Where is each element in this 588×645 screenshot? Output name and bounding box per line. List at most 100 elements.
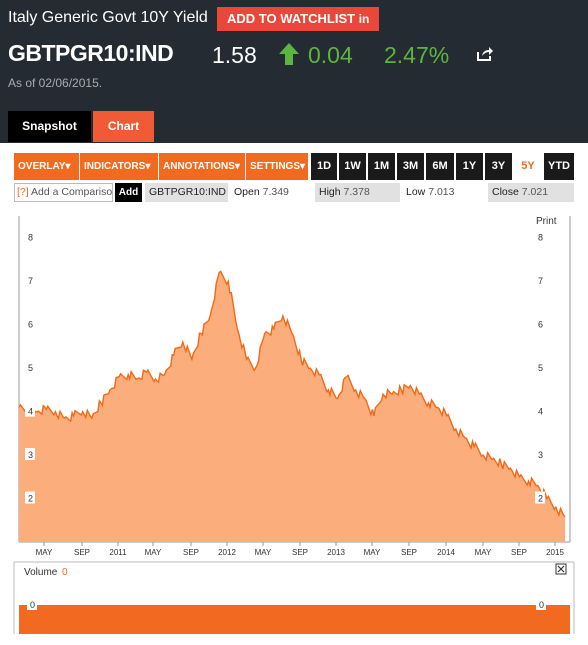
y-tick-label-right: 8 bbox=[538, 233, 543, 243]
x-tick-label: MAY bbox=[475, 548, 492, 557]
annotations-label: ANNOTATIONS bbox=[163, 161, 235, 172]
y-tick-label-left: 4 bbox=[28, 407, 33, 417]
overlay-caret-icon: ▾ bbox=[65, 161, 71, 172]
y-tick-label-right-bg bbox=[535, 491, 545, 504]
y-tick-label-left: 3 bbox=[28, 450, 33, 460]
watchlist-label: ADD TO WATCHLIST bbox=[227, 11, 356, 26]
period-1m[interactable]: 1M bbox=[368, 153, 395, 180]
quote-header: Italy Generic Govt 10Y Yield ADD TO WATC… bbox=[0, 0, 588, 143]
watchlist-badge: in bbox=[358, 12, 370, 26]
y-tick-label-right: 5 bbox=[538, 363, 543, 373]
settings-caret-icon: ▾ bbox=[300, 161, 306, 172]
y-tick-label-left: 2 bbox=[28, 494, 33, 504]
period-3m[interactable]: 3M bbox=[397, 153, 424, 180]
period-1d[interactable]: 1D bbox=[311, 153, 337, 180]
close-value: 7.021 bbox=[521, 186, 549, 198]
period-3y[interactable]: 3Y bbox=[485, 153, 512, 180]
y-tick-label-left: 7 bbox=[28, 276, 33, 286]
tab-snapshot[interactable]: Snapshot bbox=[8, 111, 91, 142]
y-tick-label-left-bg bbox=[25, 274, 35, 287]
y-tick-label-left-bg bbox=[25, 491, 35, 504]
up-arrow-icon bbox=[279, 43, 299, 65]
y-tick-label-right: 3 bbox=[538, 450, 543, 460]
y-tick-label-right: 6 bbox=[538, 320, 543, 330]
y-tick-label-right: 4 bbox=[538, 407, 543, 417]
yield-chart: 2 2 3 3 4 4 5 5 6 6 7 7 8 8 MAY SEP 2011 MAY SEP 2012 MAY SE… bbox=[13, 216, 575, 634]
overlay-menu[interactable]: OVERLAY▾ bbox=[14, 153, 79, 180]
indicators-menu[interactable]: INDICATORS▾ bbox=[80, 153, 158, 180]
x-tick-label: 2015 bbox=[546, 548, 564, 557]
add-to-watchlist-button[interactable]: ADD TO WATCHLIST in bbox=[217, 7, 380, 31]
period-6m[interactable]: 6M bbox=[426, 153, 454, 180]
x-tick-label: SEP bbox=[511, 548, 527, 557]
settings-label: SETTINGS bbox=[250, 161, 301, 172]
y-tick-layer: 2 2 3 3 4 4 5 5 6 6 7 7 8 8 bbox=[25, 230, 545, 504]
indicators-label: INDICATORS bbox=[84, 161, 146, 172]
chart-toolbar: OVERLAY▾ INDICATORS▾ ANNOTATIONS▾ SETTIN… bbox=[14, 153, 574, 180]
volume-tick-right-bg bbox=[536, 598, 546, 610]
y-tick-label-right: 2 bbox=[538, 494, 543, 504]
add-comparison-button[interactable]: Add bbox=[115, 183, 142, 202]
comparison-input[interactable]: [?] Add a Comparison bbox=[14, 183, 113, 202]
volume-tick-left: 0 bbox=[30, 600, 35, 610]
x-tick-label: MAY bbox=[36, 548, 53, 557]
close-cell: Close 7.021 bbox=[488, 183, 574, 202]
comparison-placeholder: Add a Comparison bbox=[31, 186, 113, 198]
symbol-cell: GBTPGR10:IND bbox=[145, 183, 228, 202]
x-tick-label: SEP bbox=[401, 548, 417, 557]
x-tick-label: 2014 bbox=[437, 548, 455, 557]
annotations-caret-icon: ▾ bbox=[234, 161, 240, 172]
y-tick-label-left-bg bbox=[25, 404, 35, 417]
y-tick-label-right-bg bbox=[535, 448, 545, 461]
volume-panel: Volume 0 0 0 bbox=[19, 563, 570, 634]
x-tick-label: SEP bbox=[183, 548, 199, 557]
y-tick-label-right-bg bbox=[535, 274, 545, 287]
y-tick-label-left: 6 bbox=[28, 320, 33, 330]
open-cell: Open 7.349 bbox=[230, 183, 312, 202]
help-icon[interactable]: [?] bbox=[17, 186, 29, 198]
low-label: Low bbox=[406, 186, 426, 198]
y-tick-label-left-bg bbox=[25, 230, 35, 243]
low-value: 7.013 bbox=[428, 186, 455, 198]
volume-value: 0 bbox=[62, 567, 68, 578]
percent-change: 2.47% bbox=[384, 42, 450, 68]
y-tick-label-left: 8 bbox=[28, 233, 33, 243]
area-layer bbox=[18, 270, 566, 542]
volume-tick-left-bg bbox=[27, 598, 37, 610]
y-tick-label-left: 5 bbox=[28, 363, 33, 373]
ticker-symbol: GBTPGR10:IND bbox=[8, 40, 174, 66]
last-price: 1.58 bbox=[212, 42, 257, 68]
annotations-menu[interactable]: ANNOTATIONS▾ bbox=[159, 153, 245, 180]
open-label: Open bbox=[234, 186, 260, 198]
yield-area bbox=[19, 271, 565, 542]
comparison-bar: [?] Add a Comparison Add GBTPGR10:IND Op… bbox=[14, 183, 574, 203]
x-tick-label: 2011 bbox=[109, 548, 127, 557]
share-icon[interactable] bbox=[476, 46, 494, 62]
period-ytd[interactable]: YTD bbox=[544, 153, 574, 180]
x-tick-label: SEP bbox=[74, 548, 90, 557]
settings-menu[interactable]: SETTINGS▾ bbox=[246, 153, 308, 180]
y-tick-label-right-bg bbox=[535, 361, 545, 374]
close-icon[interactable] bbox=[555, 563, 567, 575]
y-tick-label-right-bg bbox=[535, 230, 545, 243]
y-tick-label-right-bg bbox=[535, 404, 545, 417]
open-value: 7.349 bbox=[262, 186, 289, 198]
period-1w[interactable]: 1W bbox=[339, 153, 366, 180]
tab-chart[interactable]: Chart bbox=[93, 111, 154, 142]
y-tick-label-left-bg bbox=[25, 317, 35, 330]
high-label: High bbox=[319, 186, 341, 198]
low-cell: Low 7.013 bbox=[402, 183, 487, 202]
x-tick-label: 2012 bbox=[218, 548, 236, 557]
yield-line bbox=[18, 270, 566, 518]
indicators-caret-icon: ▾ bbox=[145, 161, 151, 172]
print-link[interactable]: Print bbox=[536, 216, 557, 227]
volume-label: Volume bbox=[24, 567, 58, 578]
x-tick-label: MAY bbox=[364, 548, 381, 557]
y-tick-label-left-bg bbox=[25, 361, 35, 374]
close-label: Close bbox=[492, 186, 519, 198]
period-1y[interactable]: 1Y bbox=[456, 153, 483, 180]
price-change: 0.04 bbox=[308, 42, 353, 68]
y-tick-label-right: 7 bbox=[538, 276, 543, 286]
security-title: Italy Generic Govt 10Y Yield bbox=[8, 9, 208, 26]
period-5y[interactable]: 5Y bbox=[514, 153, 542, 180]
